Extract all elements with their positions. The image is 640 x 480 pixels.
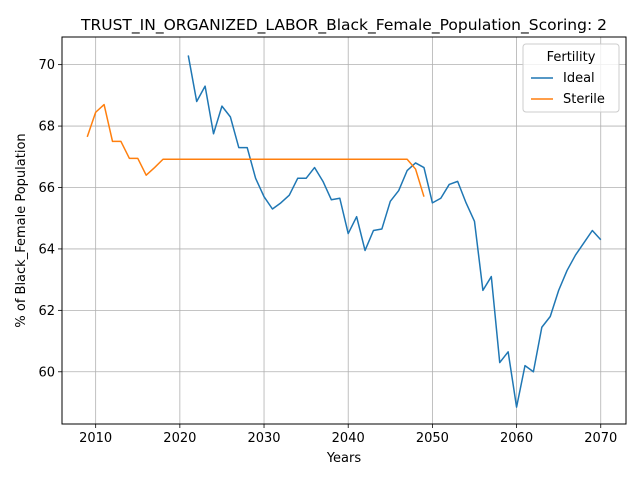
plot-frame [61, 36, 627, 425]
x-tick-label: 2070 [584, 431, 617, 446]
y-tick-label: 60 [38, 365, 55, 380]
x-tick-label: 2020 [163, 431, 196, 446]
x-tick-label: 2040 [332, 431, 365, 446]
x-tick-label: 2060 [500, 431, 533, 446]
legend-title: Fertility [547, 50, 596, 65]
legend-box [522, 43, 620, 113]
series-lines [86, 55, 602, 408]
y-tick-label: 66 [38, 181, 55, 196]
legend: Fertility Ideal Sterile [522, 43, 620, 113]
x-tick-label: 2050 [416, 431, 449, 446]
x-axis-ticks: 2010 2020 2030 2040 2050 2060 2070 [79, 424, 617, 446]
series-line-ideal [187, 55, 602, 408]
legend-entries: Ideal Sterile [531, 71, 605, 107]
legend-label-sterile: Sterile [563, 92, 605, 107]
chart-title: TRUST_IN_ORGANIZED_LABOR_Black_Female_Po… [80, 16, 607, 35]
y-tick-label: 62 [38, 304, 55, 319]
y-tick-label: 70 [38, 58, 55, 73]
series-line-sterile [86, 103, 425, 197]
x-axis-label: Years [326, 451, 362, 466]
y-tick-label: 68 [38, 120, 55, 135]
x-tick-label: 2030 [247, 431, 280, 446]
y-axis-label: % of Black_Female Population [14, 133, 29, 327]
y-tick-label: 64 [38, 242, 55, 257]
y-axis-ticks: 60 62 64 66 68 70 [38, 58, 62, 380]
legend-label-ideal: Ideal [563, 71, 595, 86]
x-tick-label: 2010 [79, 431, 112, 446]
